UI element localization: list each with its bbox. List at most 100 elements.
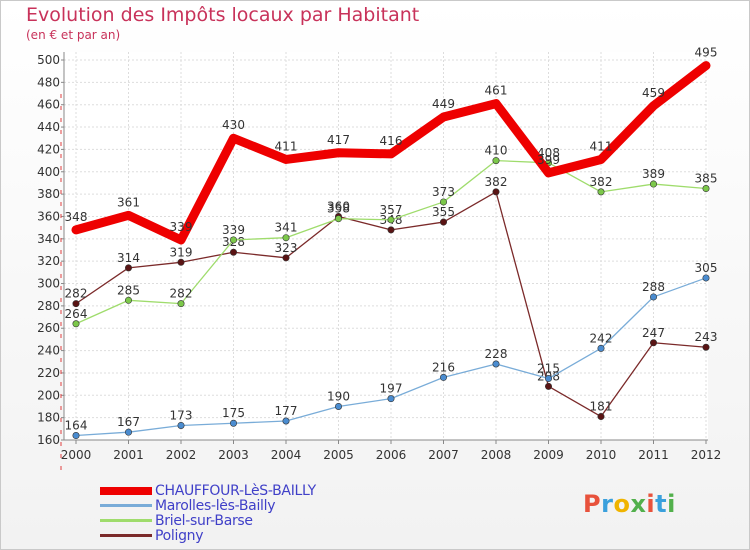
- data-point: [387, 226, 395, 234]
- y-tick-label: 440: [37, 120, 60, 134]
- y-tick-label: 380: [37, 187, 60, 201]
- logo-letter: i: [646, 490, 656, 518]
- x-tick-label: 2012: [691, 448, 722, 462]
- data-label: 305: [695, 261, 718, 275]
- data-point: [125, 296, 133, 304]
- data-label: 373: [432, 185, 455, 199]
- x-tick-label: 2007: [428, 448, 459, 462]
- y-tick-label: 280: [37, 299, 60, 313]
- data-label: 216: [432, 360, 455, 374]
- proxiti-logo: Proxiti: [583, 490, 676, 518]
- data-label: 357: [380, 203, 403, 217]
- data-label: 285: [117, 283, 140, 297]
- data-label: 282: [65, 287, 88, 301]
- y-tick-label: 480: [37, 75, 60, 89]
- data-label: 243: [695, 330, 718, 344]
- data-point: [544, 375, 552, 383]
- data-point: [702, 185, 710, 193]
- data-point: [492, 188, 500, 196]
- x-tick-label: 2009: [533, 448, 564, 462]
- y-tick-label: 220: [37, 366, 60, 380]
- data-point: [597, 344, 605, 352]
- y-tick-label: 400: [37, 165, 60, 179]
- data-point: [334, 215, 342, 223]
- data-point: [177, 258, 185, 266]
- data-label: 408: [537, 146, 560, 160]
- data-label: 339: [222, 223, 245, 237]
- y-tick-label: 320: [37, 254, 60, 268]
- data-point: [649, 293, 657, 301]
- x-tick-label: 2001: [113, 448, 144, 462]
- y-tick-label: 420: [37, 142, 60, 156]
- legend-swatch: [100, 504, 152, 507]
- data-label: 167: [117, 415, 140, 429]
- data-label: 215: [537, 362, 560, 376]
- data-label: 339: [170, 220, 193, 234]
- y-tick-label: 500: [37, 53, 60, 67]
- y-tick-label: 160: [37, 433, 60, 447]
- legend-label: CHAUFFOUR-LèS-BAILLY: [155, 483, 316, 499]
- data-point: [230, 248, 238, 256]
- data-point: [282, 417, 290, 425]
- data-label: 361: [117, 195, 140, 209]
- legend-swatch: [100, 487, 152, 495]
- y-tick-label: 300: [37, 277, 60, 291]
- data-label: 410: [485, 144, 508, 158]
- data-label: 411: [590, 139, 613, 153]
- legend-label: Poligny: [155, 528, 204, 544]
- y-tick-label: 460: [37, 98, 60, 112]
- logo-letter: o: [613, 490, 631, 518]
- data-point: [492, 360, 500, 368]
- data-label: 323: [275, 241, 298, 255]
- data-label: 461: [485, 84, 508, 98]
- logo-letter: P: [583, 490, 602, 518]
- y-tick-label: 200: [37, 388, 60, 402]
- data-point: [230, 236, 238, 244]
- data-label: 282: [170, 287, 193, 301]
- x-tick-label: 2002: [166, 448, 197, 462]
- data-point: [177, 300, 185, 308]
- legend-swatch: [100, 534, 152, 537]
- data-point: [282, 254, 290, 262]
- data-point: [439, 373, 447, 381]
- data-label: 389: [642, 167, 665, 181]
- x-tick-label: 2008: [481, 448, 512, 462]
- data-point: [597, 413, 605, 421]
- data-label: 341: [275, 221, 298, 235]
- data-point: [439, 218, 447, 226]
- x-tick-label: 2011: [638, 448, 669, 462]
- data-label: 355: [432, 205, 455, 219]
- data-label: 416: [380, 134, 403, 148]
- data-label: 417: [327, 133, 350, 147]
- data-label: 164: [65, 419, 88, 433]
- data-point: [649, 339, 657, 347]
- data-label: 314: [117, 251, 140, 265]
- x-tick-label: 2004: [271, 448, 302, 462]
- data-label: 385: [695, 172, 718, 186]
- x-tick-label: 2000: [61, 448, 92, 462]
- data-point: [597, 188, 605, 196]
- data-label: 319: [170, 245, 193, 259]
- data-point: [702, 343, 710, 351]
- x-tick-label: 2005: [323, 448, 354, 462]
- data-label: 411: [275, 139, 298, 153]
- data-point: [230, 419, 238, 427]
- data-label: 173: [170, 408, 193, 422]
- data-label: 348: [65, 210, 88, 224]
- logo-letter: i: [667, 490, 676, 518]
- legend-swatch: [100, 519, 152, 522]
- data-label: 382: [485, 175, 508, 189]
- data-label: 177: [275, 404, 298, 418]
- data-label: 358: [327, 202, 350, 216]
- data-label: 382: [590, 175, 613, 189]
- data-point: [544, 382, 552, 390]
- data-label: 459: [642, 86, 665, 100]
- data-label: 495: [695, 46, 718, 60]
- data-label: 197: [380, 382, 403, 396]
- data-point: [125, 428, 133, 436]
- legend-label: Marolles-lès-Bailly: [155, 498, 276, 514]
- data-label: 399: [537, 153, 560, 167]
- data-point: [439, 198, 447, 206]
- y-tick-label: 360: [37, 209, 60, 223]
